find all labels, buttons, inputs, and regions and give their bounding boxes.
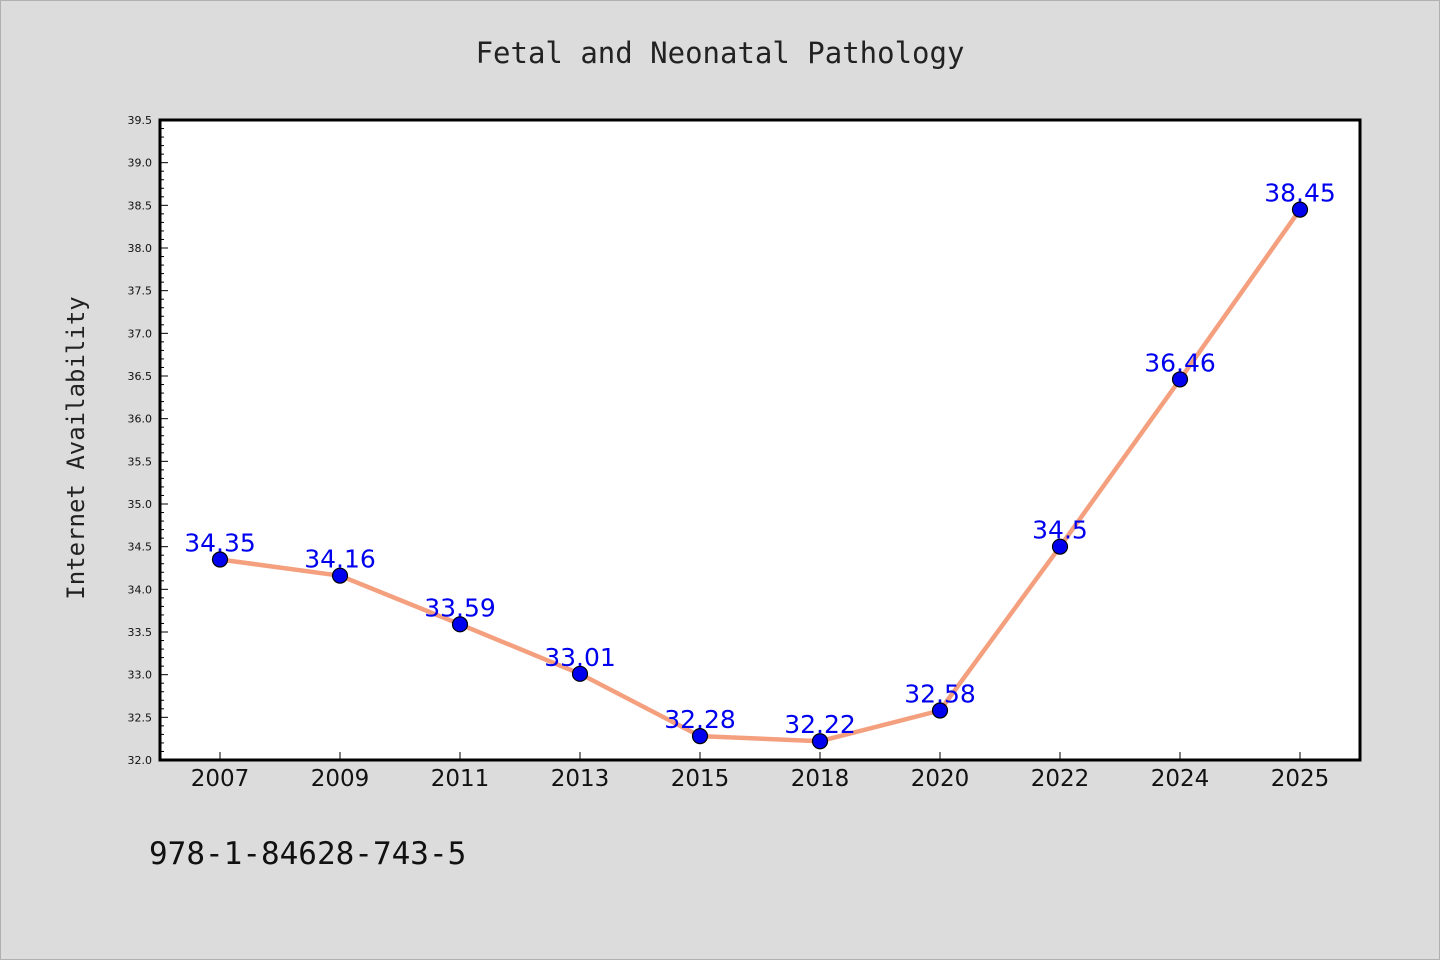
data-point: [331, 567, 349, 584]
data-label: 34.16: [304, 545, 376, 574]
plot-frame: [158, 118, 1362, 762]
y-tick-label: 34.5: [128, 541, 153, 554]
x-tick-label: 2013: [551, 766, 610, 792]
y-tick-label: 35.0: [128, 498, 153, 511]
y-tick-label: 38.5: [128, 199, 153, 212]
data-label: 33.01: [544, 643, 616, 672]
plot-area: [160, 120, 1360, 760]
y-tick-label: 33.5: [128, 626, 153, 639]
x-tick-label: 2009: [311, 766, 370, 792]
data-point: [571, 665, 589, 682]
data-point: [1171, 371, 1189, 388]
data-point: [211, 551, 229, 568]
footer-isbn: 978-1-84628-743-5: [149, 836, 466, 872]
x-tick-label: 2011: [431, 766, 490, 792]
y-tick-label: 36.0: [128, 413, 153, 426]
data-labels: 34.35 34.16 33.59 33.01 32.28 32.22 32.58 34.5 3…: [184, 179, 1336, 740]
data-point: [691, 728, 709, 745]
x-tick-label: 2018: [791, 766, 850, 792]
data-label: 33.59: [424, 593, 496, 622]
data-point: [811, 733, 829, 750]
y-tick-label: 34.0: [128, 583, 153, 596]
x-tick-label: 2025: [1271, 766, 1330, 792]
x-tick-label: 2020: [911, 766, 970, 792]
x-tick-label: 2022: [1031, 766, 1090, 792]
chart-title: Fetal and Neonatal Pathology: [476, 36, 965, 70]
data-label: 32.58: [904, 680, 976, 709]
y-tick-label: 39.0: [128, 157, 153, 170]
data-point: [931, 702, 949, 719]
series-markers: [211, 201, 1309, 750]
data-label: 36.46: [1144, 348, 1216, 377]
y-tick-label: 38.0: [128, 242, 153, 255]
y-tick-label: 37.0: [128, 327, 153, 340]
y-axis-label: Internet Availability: [62, 296, 90, 599]
x-tick-label: 2007: [191, 766, 250, 792]
x-axis: 2007 2009 2011 2013 2015 2018 2020 2022 2024 2025: [191, 752, 1330, 792]
data-point: [451, 616, 469, 633]
data-label: 34.5: [1032, 516, 1088, 545]
series-line: [219, 208, 1302, 744]
y-tick-label: 39.5: [128, 114, 153, 127]
data-label: 32.28: [664, 705, 736, 734]
y-tick-label: 37.5: [128, 285, 153, 298]
data-label: 34.35: [184, 528, 256, 557]
y-tick-label: 35.5: [128, 455, 153, 468]
y-tick-label: 36.5: [128, 370, 153, 383]
data-label: 32.22: [784, 710, 856, 739]
x-tick-label: 2015: [671, 766, 730, 792]
y-tick-label: 33.0: [128, 669, 153, 682]
x-tick-label: 2024: [1151, 766, 1210, 792]
data-label: 38.45: [1264, 179, 1336, 208]
y-axis: 32.0 32.5 33.0 33.5 34.0 34.5 35.0 35.5 36.0 36.5…: [128, 114, 168, 767]
data-point: [1291, 201, 1309, 218]
data-point: [1051, 538, 1069, 555]
y-tick-label: 32.0: [128, 754, 153, 767]
y-tick-label: 32.5: [128, 711, 153, 724]
